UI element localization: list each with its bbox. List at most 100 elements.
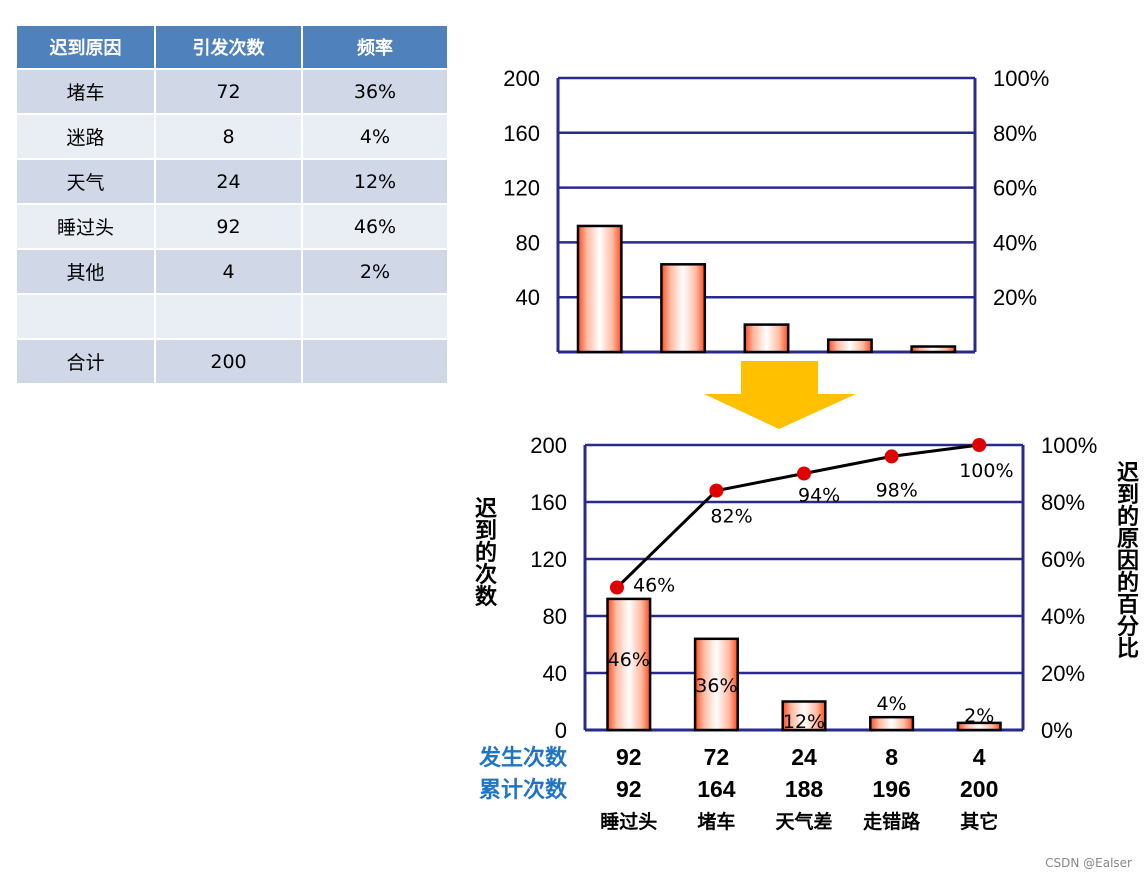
table-cell: 合计 — [15, 338, 156, 385]
table-row: 天气 24 12% — [15, 158, 449, 205]
y2-tick-label: 60% — [993, 176, 1037, 201]
header-frequency: 频率 — [301, 24, 449, 70]
y2-tick-label: 20% — [993, 285, 1037, 310]
bar-data-label: 36% — [695, 675, 737, 697]
cumulative-point — [610, 580, 624, 595]
table-cell — [301, 293, 449, 340]
y2-axis-title-char: 的 — [1117, 504, 1139, 530]
table-cell: 4 — [154, 248, 303, 295]
cumulative-point — [797, 466, 811, 481]
y-tick-label: 120 — [503, 176, 540, 201]
y-axis-title-char: 到 — [475, 519, 497, 544]
table-cell: 天气 — [15, 158, 156, 205]
table-cell: 迷路 — [15, 113, 156, 160]
category-label: 睡过头 — [600, 811, 657, 833]
table-cell — [154, 293, 303, 340]
bar — [826, 338, 873, 354]
table-cell: 其他 — [15, 248, 156, 295]
y2-tick-label: 20% — [1041, 661, 1085, 686]
cumulative-label: 98% — [876, 479, 918, 501]
table-total-row: 合计 200 — [15, 338, 449, 385]
row-label: 累计次数 — [479, 777, 568, 803]
y-tick-label: 80 — [516, 230, 540, 255]
header-reason: 迟到原因 — [15, 24, 156, 70]
y2-tick-label: 100% — [1041, 433, 1097, 458]
bar-data-label: 4% — [877, 693, 907, 715]
bar — [693, 637, 739, 732]
row-value: 4 — [973, 744, 986, 770]
y2-axis-title-char: 的 — [1117, 570, 1139, 596]
row-value: 200 — [960, 776, 998, 802]
y2-tick-label: 60% — [1041, 547, 1085, 572]
table-cell: 12% — [301, 158, 449, 205]
category-label: 天气差 — [775, 810, 832, 833]
table-row — [15, 293, 449, 340]
row-value: 188 — [785, 776, 824, 802]
table-cell: 24 — [154, 158, 303, 205]
category-label: 堵车 — [697, 810, 735, 833]
row-value: 8 — [885, 744, 898, 770]
y-axis-title-char: 迟 — [475, 497, 497, 522]
y2-axis-title-char: 因 — [1117, 549, 1139, 574]
table-cell: 46% — [301, 203, 449, 250]
watermark: CSDN @Ealser — [1045, 856, 1132, 870]
y-tick-label: 120 — [530, 547, 567, 572]
y-tick-label: 40 — [543, 661, 567, 686]
row-value: 164 — [697, 776, 736, 802]
table-row: 迷路 8 4% — [15, 113, 449, 160]
table-header-row: 迟到原因 引发次数 频率 — [15, 24, 449, 70]
bar-data-label: 46% — [608, 649, 650, 671]
table-cell — [15, 293, 156, 340]
y-axis-title-char: 数 — [475, 584, 498, 610]
bar — [956, 721, 1002, 732]
table-cell: 72 — [154, 68, 303, 115]
row-label: 发生次数 — [478, 745, 568, 771]
cumulative-label: 46% — [633, 575, 675, 597]
cumulative-label: 82% — [710, 506, 752, 528]
y2-axis-title-char: 比 — [1117, 637, 1139, 662]
table-cell: 2% — [301, 248, 449, 295]
y2-axis-title-char: 分 — [1117, 615, 1139, 640]
y2-axis-title-char: 到 — [1117, 483, 1139, 508]
bar — [869, 715, 915, 732]
y2-tick-label: 80% — [993, 121, 1037, 146]
y-tick-label: 160 — [530, 490, 567, 515]
cumulative-point — [972, 438, 987, 452]
bar — [743, 323, 790, 354]
bar-data-label: 12% — [783, 711, 825, 733]
table-cell: 堵车 — [15, 68, 156, 115]
category-label: 走错路 — [863, 810, 921, 833]
table-cell: 200 — [154, 338, 303, 385]
row-value: 196 — [872, 776, 910, 802]
cumulative-label: 100% — [959, 460, 1013, 482]
cumulative-point — [884, 449, 899, 464]
table-cell: 92 — [154, 203, 303, 250]
bar — [606, 597, 652, 732]
cumulative-line — [615, 443, 980, 589]
table-cell: 8 — [154, 113, 303, 160]
y2-tick-label: 0% — [1041, 718, 1073, 743]
table-cell — [301, 338, 449, 385]
down-arrow-icon — [704, 361, 856, 429]
y-axis-title-char: 次 — [475, 562, 497, 588]
y-axis-title-char: 的 — [475, 540, 497, 566]
row-value: 72 — [704, 744, 730, 770]
bar — [576, 224, 623, 354]
y2-axis-title-char: 原 — [1117, 527, 1139, 552]
category-label: 其它 — [960, 810, 998, 833]
bar — [910, 345, 957, 354]
y2-axis-title-char: 百 — [1117, 593, 1139, 618]
table-row: 睡过头 92 46% — [15, 203, 449, 250]
bar-data-label: 2% — [964, 705, 994, 727]
y-tick-label: 160 — [503, 121, 540, 146]
y2-tick-label: 80% — [1041, 490, 1085, 515]
y-tick-label: 80 — [543, 604, 567, 629]
table-cell: 睡过头 — [15, 203, 156, 250]
bar — [781, 700, 827, 732]
y2-tick-label: 100% — [993, 66, 1049, 91]
row-value: 92 — [616, 744, 642, 770]
row-value: 24 — [791, 744, 817, 770]
table-cell: 4% — [301, 113, 449, 160]
y-tick-label: 200 — [503, 66, 540, 91]
